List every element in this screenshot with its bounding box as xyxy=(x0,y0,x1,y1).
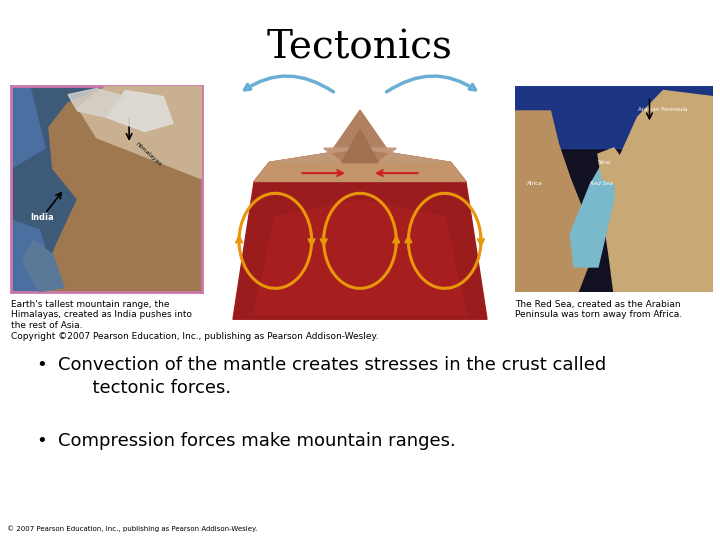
Text: Africa: Africa xyxy=(526,181,542,186)
Text: •: • xyxy=(36,432,47,450)
Polygon shape xyxy=(107,91,173,132)
Text: India: India xyxy=(30,213,53,222)
Polygon shape xyxy=(570,164,613,267)
Polygon shape xyxy=(342,129,378,163)
Polygon shape xyxy=(254,200,466,314)
Text: Tectonics: Tectonics xyxy=(267,30,453,67)
Polygon shape xyxy=(360,148,451,163)
Polygon shape xyxy=(515,86,713,148)
Text: Convection of the mantle creates stresses in the crust called
      tectonic for: Convection of the mantle creates stresse… xyxy=(58,356,606,396)
Text: •: • xyxy=(36,356,47,374)
Polygon shape xyxy=(78,86,202,179)
Text: Himalayas: Himalayas xyxy=(135,141,163,167)
Text: Red Sea: Red Sea xyxy=(590,181,613,186)
Polygon shape xyxy=(604,91,713,292)
Polygon shape xyxy=(269,148,360,163)
Polygon shape xyxy=(254,148,466,181)
Polygon shape xyxy=(22,240,64,292)
Polygon shape xyxy=(40,86,202,292)
Polygon shape xyxy=(515,111,590,292)
Polygon shape xyxy=(598,148,626,185)
Text: Arabian Peninsula: Arabian Peninsula xyxy=(638,107,687,112)
Polygon shape xyxy=(68,89,125,117)
Polygon shape xyxy=(11,220,58,292)
Text: Earth's tallest mountain range, the
Himalayas, created as India pushes into
the : Earth's tallest mountain range, the Hima… xyxy=(11,300,378,341)
Text: Compression forces make mountain ranges.: Compression forces make mountain ranges. xyxy=(58,432,455,450)
Polygon shape xyxy=(233,148,487,319)
Polygon shape xyxy=(324,110,396,163)
Polygon shape xyxy=(11,86,45,168)
Text: © 2007 Pearson Education, Inc., publishing as Pearson Addison-Wesley.: © 2007 Pearson Education, Inc., publishi… xyxy=(7,525,258,532)
Text: Sinai: Sinai xyxy=(598,160,611,165)
Text: The Red Sea, created as the Arabian
Peninsula was torn away from Africa.: The Red Sea, created as the Arabian Peni… xyxy=(515,300,682,320)
